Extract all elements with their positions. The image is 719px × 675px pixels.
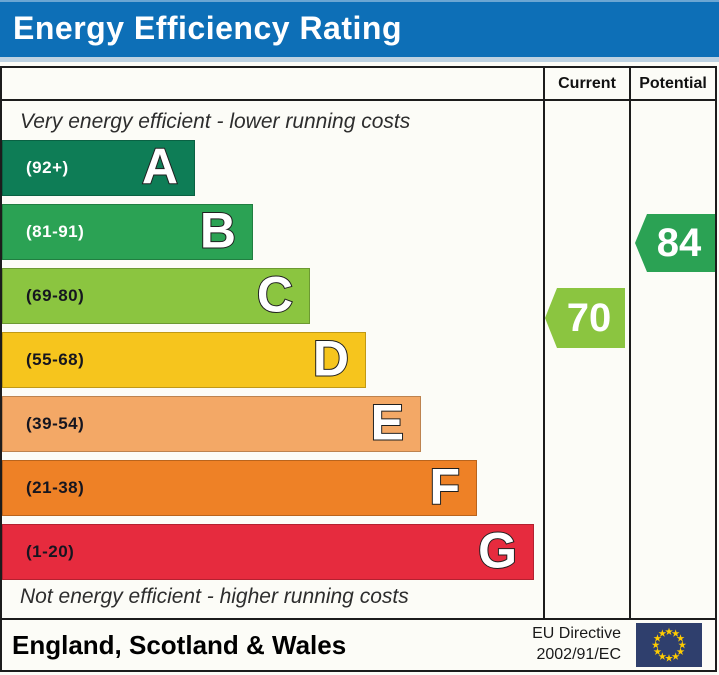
band-a: (92+) A	[2, 140, 195, 196]
current-rating-marker: 70	[545, 288, 625, 348]
table-body: Very energy efficient - lower running co…	[2, 101, 715, 618]
top-note: Very energy efficient - lower running co…	[20, 110, 411, 133]
band-a-range: (92+)	[26, 158, 69, 177]
band-b-letter: B	[199, 202, 237, 259]
table-header-row: Current Potential	[2, 68, 715, 101]
eu-flag-icon	[636, 623, 702, 667]
eu-directive-line2: 2002/91/EC	[536, 646, 621, 663]
band-f-range: (21-38)	[26, 478, 85, 497]
band-g-letter: G	[477, 522, 518, 579]
band-b: (81-91) B	[2, 204, 253, 260]
rating-table: Current Potential Very energy efficient …	[0, 66, 717, 672]
header-spacer	[2, 68, 543, 99]
page-title: Energy Efficiency Rating	[13, 10, 402, 46]
band-b-range: (81-91)	[26, 222, 85, 241]
potential-column: 84	[629, 101, 715, 618]
column-header-potential: Potential	[629, 68, 715, 99]
potential-rating-marker: 84	[635, 214, 715, 272]
band-f: (21-38) F	[2, 460, 477, 516]
bottom-note: Not energy efficient - higher running co…	[20, 585, 409, 608]
band-a-letter: A	[141, 138, 179, 195]
band-c-range: (69-80)	[26, 286, 85, 305]
band-d: (55-68) D	[2, 332, 366, 388]
table-footer: England, Scotland & Wales EU Directive 2…	[2, 618, 715, 670]
potential-rating-value: 84	[656, 220, 702, 265]
eu-directive-line1: EU Directive	[532, 625, 621, 643]
current-column: 70	[543, 101, 629, 618]
current-rating-value: 70	[566, 295, 612, 340]
band-d-range: (55-68)	[26, 350, 85, 369]
bands-area: Very energy efficient - lower running co…	[2, 101, 543, 618]
band-e-range: (39-54)	[26, 414, 85, 433]
eu-directive-label: EU Directive 2002/91/EC	[532, 624, 621, 666]
band-e-letter: E	[370, 394, 405, 451]
band-g-range: (1-20)	[26, 542, 75, 561]
region-label: England, Scotland & Wales	[12, 629, 347, 660]
band-e: (39-54) E	[2, 396, 421, 452]
column-header-current: Current	[543, 68, 629, 99]
title-bar: Energy Efficiency Rating	[0, 0, 719, 62]
band-g: (1-20) G	[2, 524, 534, 580]
band-f-letter: F	[428, 458, 461, 515]
band-c: (69-80) C	[2, 268, 310, 324]
band-c-letter: C	[256, 266, 294, 323]
band-d-letter: D	[312, 330, 350, 387]
